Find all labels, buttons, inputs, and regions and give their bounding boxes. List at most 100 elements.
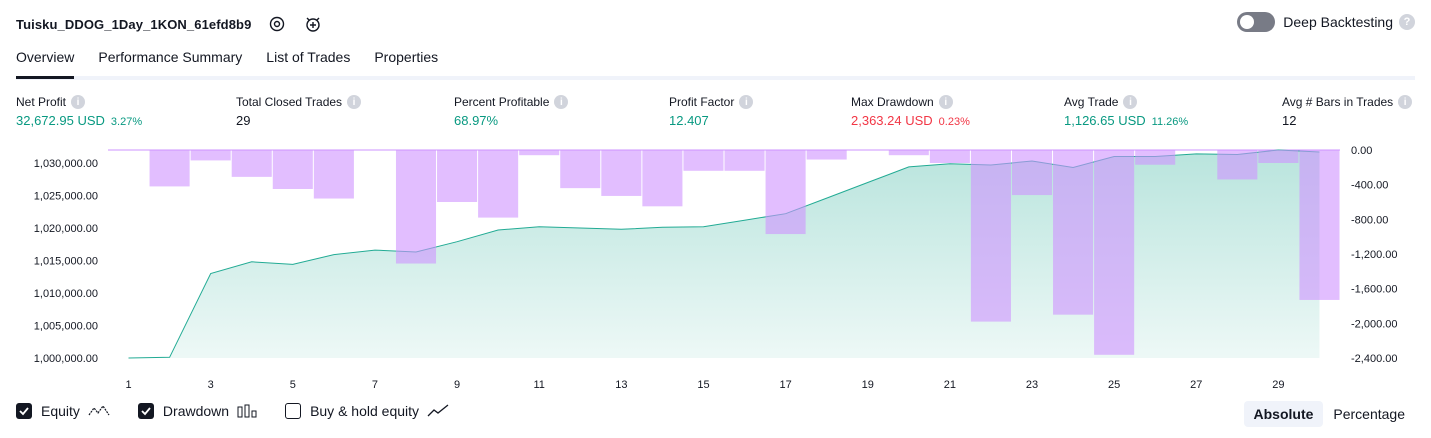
info-icon[interactable]: i xyxy=(554,95,569,109)
stat-profit-factor: Profit Factor i 12.407 xyxy=(669,94,754,128)
drawdown-bar xyxy=(1094,150,1135,355)
legend-drawdown-label: Drawdown xyxy=(162,403,230,419)
right-axis-tick-label: -1,200.00 xyxy=(1351,249,1397,261)
tab-bar: Overview Performance Summary List of Tra… xyxy=(16,48,1415,80)
stat-value: 68.97% xyxy=(454,113,499,128)
stat-percent-profitable: Percent Profitable i 68.97% xyxy=(454,94,569,128)
drawdown-bar xyxy=(970,150,1011,322)
drawdown-bar xyxy=(478,150,519,218)
drawdown-bar xyxy=(642,150,683,207)
legend-equity[interactable]: Equity xyxy=(16,403,110,419)
legend-drawdown[interactable]: Drawdown xyxy=(137,403,257,419)
x-axis-tick-label: 13 xyxy=(615,379,627,391)
deep-backtesting-label: Deep Backtesting xyxy=(1283,14,1393,30)
x-axis-tick-label: 5 xyxy=(290,379,296,391)
add-alert-icon[interactable] xyxy=(303,14,323,34)
drawdown-bar xyxy=(190,150,231,161)
drawdown-bar xyxy=(1135,150,1176,165)
drawdown-bar xyxy=(231,150,272,177)
stat-avg-trade: Avg Trade i 1,126.65 USD 11.26% xyxy=(1064,94,1188,128)
x-axis-tick-label: 17 xyxy=(779,379,791,391)
drawdown-bar xyxy=(149,150,190,187)
stat-label: Max Drawdown xyxy=(851,95,934,109)
drawdown-bar xyxy=(437,150,478,202)
drawdown-bar xyxy=(519,150,560,156)
stat-label: Avg Trade xyxy=(1064,95,1119,109)
deep-backtesting: Deep Backtesting ? xyxy=(1237,12,1415,32)
stat-label: Net Profit xyxy=(16,95,67,109)
info-icon[interactable]: i xyxy=(1398,95,1413,109)
drawdown-bar xyxy=(1258,150,1299,163)
info-icon[interactable]: i xyxy=(347,95,362,109)
drawdown-bar xyxy=(683,150,724,171)
right-axis-tick-label: -400.00 xyxy=(1351,180,1388,192)
trend-line-icon xyxy=(427,404,449,418)
drawdown-bar xyxy=(1011,150,1053,196)
info-icon[interactable]: i xyxy=(1123,95,1138,109)
drawdown-bar xyxy=(601,150,642,196)
left-axis-tick-label: 1,030,000.00 xyxy=(34,158,98,170)
info-icon[interactable]: i xyxy=(938,95,953,109)
left-axis-tick-label: 1,010,000.00 xyxy=(34,288,98,300)
checkbox-checked[interactable] xyxy=(137,403,154,419)
settings-icon[interactable] xyxy=(267,14,287,34)
drawdown-bar xyxy=(765,150,806,235)
stat-value: 32,672.95 USD xyxy=(16,113,105,128)
mode-percentage[interactable]: Percentage xyxy=(1333,406,1405,422)
x-axis-tick-label: 25 xyxy=(1108,379,1120,391)
drawdown-bar xyxy=(272,150,313,189)
drawdown-bar xyxy=(929,150,970,163)
checkbox-unchecked[interactable] xyxy=(285,403,302,419)
x-axis-tick-label: 29 xyxy=(1272,379,1284,391)
right-axis-tick-label: -2,000.00 xyxy=(1351,318,1397,330)
right-axis-tick-label: -2,400.00 xyxy=(1351,353,1397,365)
left-axis-tick-label: 1,000,000.00 xyxy=(34,353,98,365)
equity-drawdown-chart[interactable]: 1,030,000.00 1,025,000.00 1,020,000.00 1,01… xyxy=(0,140,1431,392)
mode-absolute[interactable]: Absolute xyxy=(1243,401,1324,427)
drawdown-bar xyxy=(888,150,929,156)
tab-properties[interactable]: Properties xyxy=(374,49,439,65)
stat-value: 12 xyxy=(1282,113,1297,128)
x-axis-tick-label: 7 xyxy=(372,379,378,391)
tab-performance-summary[interactable]: Performance Summary xyxy=(98,49,243,65)
x-axis-tick-label: 15 xyxy=(697,379,709,391)
help-icon[interactable]: ? xyxy=(1399,14,1415,30)
x-axis-tick-label: 23 xyxy=(1026,379,1038,391)
info-icon[interactable]: i xyxy=(739,95,754,109)
stat-percent: 11.26% xyxy=(1151,116,1189,128)
drawdown-bar xyxy=(313,150,354,199)
drawdown-bar xyxy=(1299,150,1340,300)
stat-value: 1,126.65 USD xyxy=(1064,113,1146,128)
info-icon[interactable]: i xyxy=(71,95,86,109)
right-axis-tick-label: -1,600.00 xyxy=(1351,284,1397,296)
bar-chart-icon xyxy=(237,404,257,418)
left-axis-tick-label: 1,025,000.00 xyxy=(34,191,98,203)
checkbox-checked[interactable] xyxy=(16,403,32,419)
equity-area xyxy=(128,150,1320,358)
stat-value: 29 xyxy=(236,113,251,128)
stat-avg-bars: Avg # Bars in Trades i 12 xyxy=(1282,94,1413,128)
strategy-title: Tuisku_DDOG_1Day_1KON_61efd8b9 xyxy=(16,16,252,32)
stat-max-drawdown: Max Drawdown i 2,363.24 USD 0.23% xyxy=(851,94,970,128)
legend-buy-hold[interactable]: Buy & hold equity xyxy=(285,403,449,419)
x-axis-tick-label: 11 xyxy=(533,379,544,391)
stat-net-profit: Net Profit i 32,672.95 USD 3.27% xyxy=(16,94,142,128)
legend-buy-hold-label: Buy & hold equity xyxy=(310,403,420,419)
stat-percent: 3.27% xyxy=(110,116,143,128)
deep-backtesting-toggle[interactable] xyxy=(1237,12,1276,32)
tab-list-of-trades[interactable]: List of Trades xyxy=(266,49,351,65)
display-mode-switch: Absolute Percentage xyxy=(1243,401,1416,427)
stat-value: 12.407 xyxy=(669,113,709,128)
right-axis-tick-label: 0.00 xyxy=(1351,145,1372,157)
stat-percent: 0.23% xyxy=(938,116,970,128)
tab-overview[interactable]: Overview xyxy=(16,48,75,79)
stat-label: Profit Factor xyxy=(669,95,735,109)
drawdown-bar xyxy=(395,150,437,264)
left-axis-tick-label: 1,015,000.00 xyxy=(34,256,98,268)
x-axis-tick-label: 19 xyxy=(862,379,874,391)
x-axis-tick-label: 9 xyxy=(454,379,460,391)
drawdown-bar xyxy=(1217,150,1258,180)
right-axis-tick-label: -800.00 xyxy=(1351,214,1388,226)
drawdown-bar xyxy=(560,150,601,189)
x-axis-tick-label: 27 xyxy=(1190,379,1202,391)
